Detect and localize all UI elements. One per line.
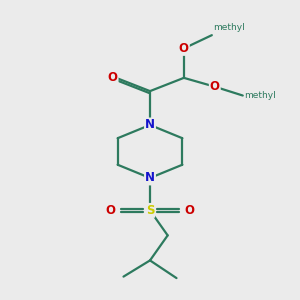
Text: O: O	[185, 204, 195, 217]
Text: O: O	[108, 71, 118, 84]
Text: N: N	[145, 172, 155, 184]
Text: O: O	[179, 42, 189, 55]
Text: O: O	[105, 204, 115, 217]
Text: O: O	[210, 80, 220, 93]
Text: methyl: methyl	[213, 23, 245, 32]
Text: N: N	[145, 118, 155, 131]
Text: methyl: methyl	[244, 91, 276, 100]
Text: S: S	[146, 204, 154, 217]
